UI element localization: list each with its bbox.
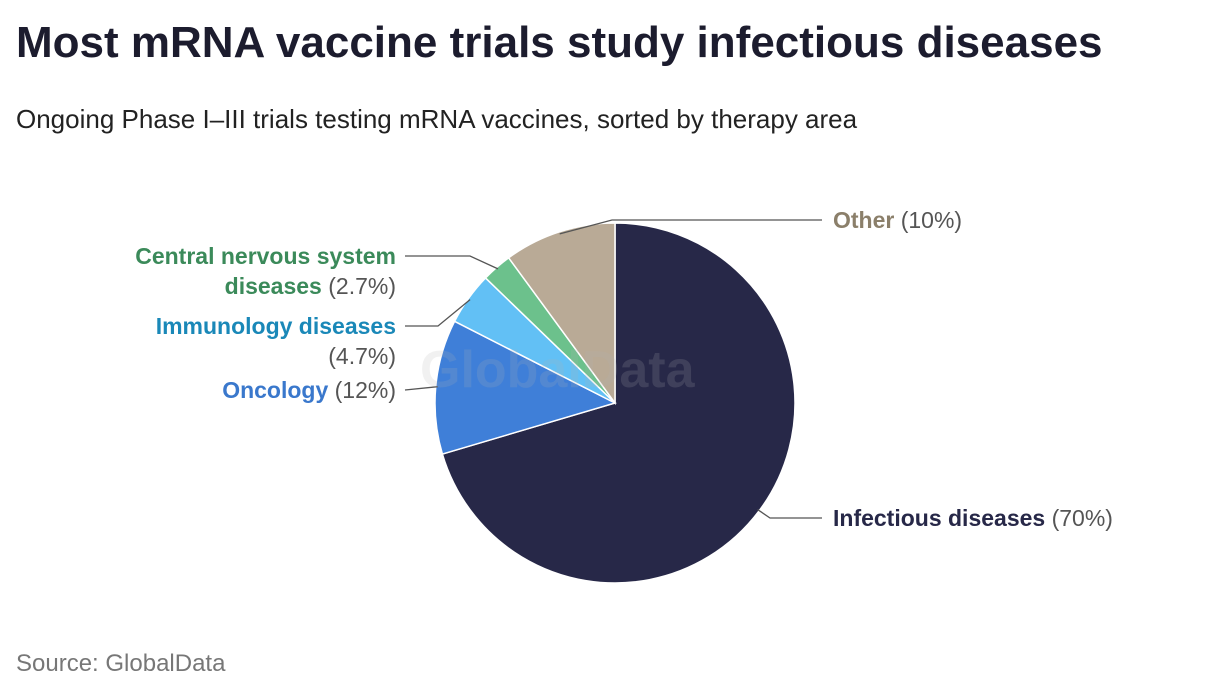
leader-line — [404, 386, 438, 391]
category-label: Immunology diseases — [155, 313, 396, 339]
chart-title: Most mRNA vaccine trials study infectiou… — [16, 18, 1103, 67]
category-label: Other — [833, 207, 895, 233]
watermark: GlobalData — [420, 341, 695, 399]
slice-label: Immunology diseases (4.7%) — [96, 311, 396, 371]
slice-label: Oncology (12%) — [222, 375, 396, 405]
value-label: (70%) — [1051, 505, 1113, 531]
slice-label: Central nervous system diseases (2.7%) — [96, 241, 396, 301]
leader-line — [559, 219, 822, 235]
chart-subtitle: Ongoing Phase I–III trials testing mRNA … — [16, 104, 858, 134]
category-label: Central nervous system diseases — [135, 243, 396, 299]
category-label: Oncology — [222, 377, 329, 403]
pie-slice — [507, 222, 616, 406]
slice-label: Infectious diseases (70%) — [833, 503, 1113, 533]
value-label: (4.7%) — [328, 343, 396, 369]
value-label: (2.7%) — [328, 273, 396, 299]
value-label: (12%) — [334, 377, 396, 403]
slice-label: Other (10%) — [833, 205, 962, 235]
value-label: (10%) — [900, 207, 963, 233]
leader-line — [757, 508, 822, 519]
category-label: Infectious diseases — [833, 505, 1046, 531]
leader-line — [405, 299, 471, 327]
leader-line — [405, 255, 499, 270]
source: Source: GlobalData — [16, 650, 226, 677]
